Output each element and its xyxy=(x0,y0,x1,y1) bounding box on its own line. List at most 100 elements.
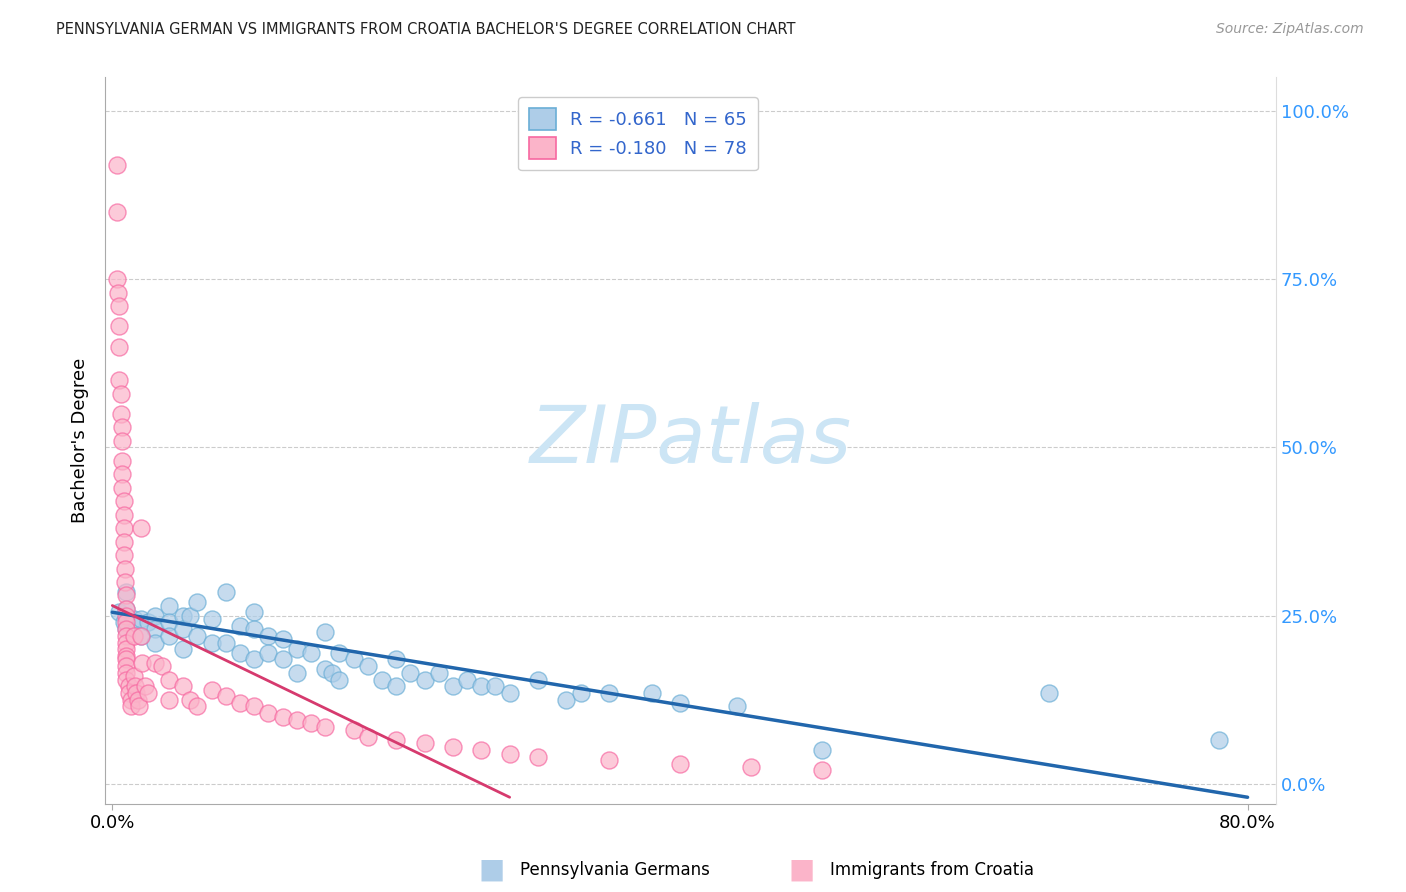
Point xyxy=(186,595,208,609)
Point xyxy=(314,625,336,640)
Point xyxy=(413,673,436,687)
Point xyxy=(314,720,336,734)
Point xyxy=(112,615,135,630)
Text: Immigrants from Croatia: Immigrants from Croatia xyxy=(830,861,1033,879)
Point xyxy=(111,454,134,468)
Point xyxy=(399,665,422,680)
Point xyxy=(740,760,762,774)
Point xyxy=(105,205,128,219)
Point xyxy=(115,602,138,616)
Point xyxy=(112,508,135,522)
Point xyxy=(172,622,194,636)
Point xyxy=(811,743,834,757)
Point xyxy=(111,481,134,495)
Text: PENNSYLVANIA GERMAN VS IMMIGRANTS FROM CROATIA BACHELOR'S DEGREE CORRELATION CHA: PENNSYLVANIA GERMAN VS IMMIGRANTS FROM C… xyxy=(56,22,796,37)
Point xyxy=(257,706,280,721)
Point xyxy=(271,652,294,666)
Text: Source: ZipAtlas.com: Source: ZipAtlas.com xyxy=(1216,22,1364,37)
Point xyxy=(470,679,492,693)
Point xyxy=(143,622,166,636)
Point xyxy=(328,673,350,687)
Point xyxy=(470,743,492,757)
Point xyxy=(569,686,592,700)
Point xyxy=(498,686,520,700)
Point xyxy=(118,679,141,693)
Point xyxy=(371,673,394,687)
Point xyxy=(136,686,159,700)
Point xyxy=(134,679,156,693)
Point xyxy=(111,467,134,482)
Point xyxy=(136,615,159,630)
Point xyxy=(105,158,128,172)
Point xyxy=(115,635,138,649)
Point xyxy=(299,716,322,731)
Point xyxy=(285,665,308,680)
Point xyxy=(811,764,834,778)
Point xyxy=(108,299,131,313)
Point xyxy=(108,319,131,334)
Point xyxy=(120,692,142,706)
Point xyxy=(150,659,173,673)
Point xyxy=(112,521,135,535)
Point xyxy=(112,548,135,562)
Point xyxy=(111,420,134,434)
Point xyxy=(122,669,145,683)
Point xyxy=(285,642,308,657)
Point xyxy=(243,605,266,619)
Point xyxy=(385,733,408,747)
Point xyxy=(342,652,364,666)
Point xyxy=(498,747,520,761)
Point xyxy=(115,629,138,643)
Point xyxy=(128,699,150,714)
Point xyxy=(115,652,138,666)
Point xyxy=(157,629,180,643)
Point xyxy=(125,686,148,700)
Text: ZIPatlas: ZIPatlas xyxy=(530,401,852,480)
Point xyxy=(257,646,280,660)
Point xyxy=(1038,686,1060,700)
Point xyxy=(215,585,238,599)
Point xyxy=(111,434,134,448)
Point xyxy=(115,673,138,687)
Point xyxy=(115,602,138,616)
Point xyxy=(129,521,152,535)
Point xyxy=(179,608,201,623)
Point xyxy=(285,713,308,727)
Point xyxy=(157,615,180,630)
Point xyxy=(427,665,450,680)
Point xyxy=(172,608,194,623)
Point xyxy=(112,534,135,549)
Point xyxy=(215,635,238,649)
Point xyxy=(110,386,132,401)
Point xyxy=(314,662,336,676)
Point xyxy=(385,679,408,693)
Point xyxy=(143,608,166,623)
Point xyxy=(201,682,224,697)
Y-axis label: Bachelor's Degree: Bachelor's Degree xyxy=(72,358,89,524)
Point xyxy=(215,690,238,704)
Point xyxy=(120,699,142,714)
Point xyxy=(527,673,550,687)
Point xyxy=(172,642,194,657)
Point xyxy=(441,679,464,693)
Point xyxy=(229,646,252,660)
Point xyxy=(669,756,692,771)
Text: ■: ■ xyxy=(789,855,814,884)
Point xyxy=(118,686,141,700)
Point xyxy=(115,665,138,680)
Point xyxy=(115,622,138,636)
Point xyxy=(243,652,266,666)
Point xyxy=(157,673,180,687)
Point xyxy=(555,692,578,706)
Point xyxy=(328,646,350,660)
Point xyxy=(114,561,136,575)
Point xyxy=(108,373,131,387)
Point xyxy=(108,605,131,619)
Point xyxy=(127,692,149,706)
Point xyxy=(186,699,208,714)
Point xyxy=(115,615,138,630)
Text: ■: ■ xyxy=(479,855,505,884)
Point xyxy=(243,699,266,714)
Point xyxy=(598,686,620,700)
Point xyxy=(115,648,138,663)
